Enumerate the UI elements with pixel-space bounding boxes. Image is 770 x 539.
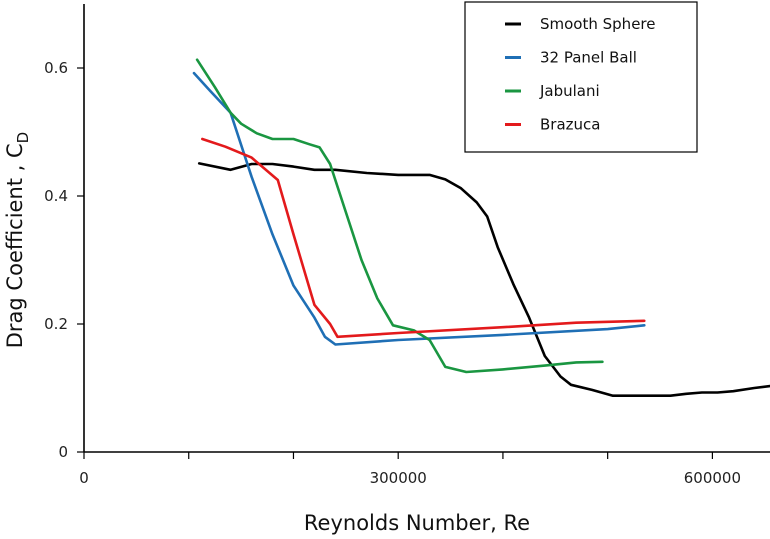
y-tick-label: 0.2 bbox=[44, 315, 68, 333]
y-tick-label: 0.6 bbox=[44, 59, 68, 77]
x-tick-label: 0 bbox=[79, 469, 89, 487]
x-tick-label: 600000 bbox=[684, 469, 741, 487]
legend-box bbox=[464, 1, 698, 153]
legend: Smooth Sphere 32 Panel Ball Jabulani Brazuc… bbox=[464, 1, 698, 153]
series-group bbox=[192, 58, 770, 397]
y-tick-label: 0.4 bbox=[44, 187, 68, 205]
series-line-brazuca bbox=[201, 137, 646, 339]
axes bbox=[83, 4, 770, 453]
series-line-jabulani bbox=[195, 58, 604, 374]
y-tick-label: 0 bbox=[58, 443, 68, 461]
legend-label-smooth-sphere: Smooth Sphere bbox=[540, 15, 656, 33]
y-axis-title: Drag Coefficient , CD bbox=[3, 132, 32, 349]
x-axis-title: Reynolds Number, Re bbox=[304, 511, 530, 535]
series-line-smooth-sphere bbox=[197, 162, 770, 397]
legend-label-jabulani: Jabulani bbox=[539, 82, 600, 100]
legend-label-32-panel-ball: 32 Panel Ball bbox=[540, 49, 637, 67]
legend-label-brazuca: Brazuca bbox=[540, 116, 600, 134]
ticks: 0 0.2 0.4 0.6 0 300000 600000 bbox=[44, 59, 741, 487]
y-axis-title-main: Drag Coefficient , C bbox=[3, 143, 27, 348]
y-axis-title-subscript: D bbox=[14, 132, 32, 144]
x-tick-label: 300000 bbox=[370, 469, 427, 487]
